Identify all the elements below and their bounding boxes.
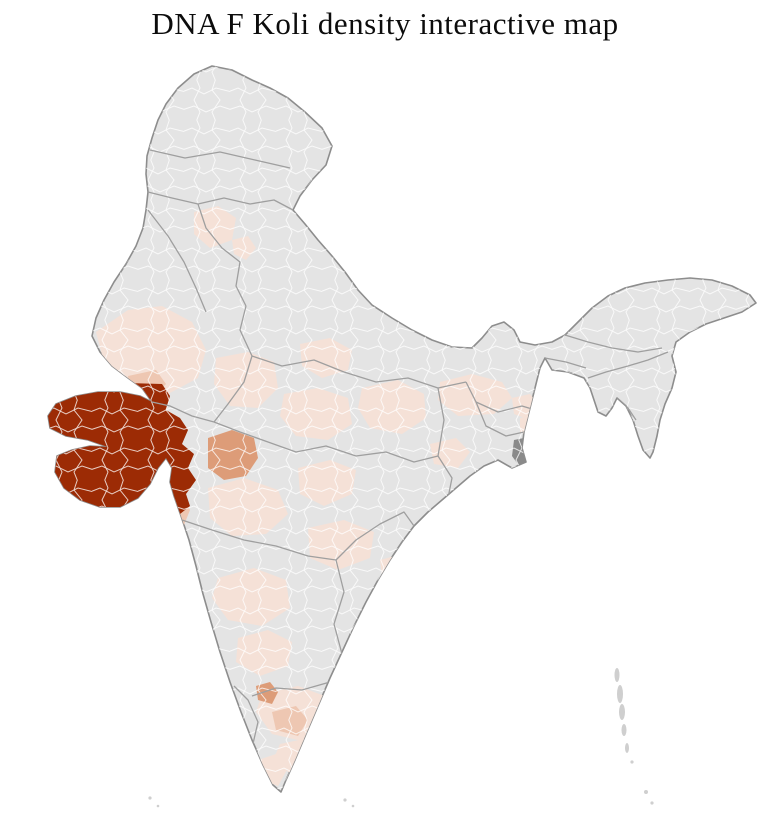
state-border-line — [151, 401, 215, 423]
state-border-line — [465, 381, 543, 413]
state-border-line — [213, 305, 253, 423]
district-borders-mesh — [48, 66, 756, 792]
state-border-line — [213, 421, 439, 463]
state-border-line — [147, 209, 207, 313]
state-border-line — [251, 681, 331, 697]
state-border-line — [197, 203, 247, 307]
state-borders — [147, 149, 669, 773]
state-border-line — [147, 191, 294, 211]
island — [156, 804, 160, 808]
state-border-line — [587, 351, 669, 379]
state-border-line — [181, 519, 337, 561]
state-border-line — [335, 511, 415, 561]
island — [625, 743, 629, 753]
state-border-line — [437, 387, 453, 499]
island — [351, 804, 355, 808]
state-border-line — [149, 149, 291, 169]
island — [617, 685, 623, 703]
state-border-line — [564, 334, 663, 353]
state-border-line — [475, 401, 525, 437]
islands — [148, 668, 654, 808]
island — [650, 801, 654, 805]
island — [614, 668, 620, 682]
island — [630, 760, 634, 764]
island — [148, 796, 152, 800]
state-border-line — [251, 355, 467, 389]
island — [644, 790, 648, 794]
state-border-line — [544, 357, 587, 369]
island — [619, 704, 625, 720]
island — [343, 798, 347, 802]
island — [621, 724, 627, 736]
